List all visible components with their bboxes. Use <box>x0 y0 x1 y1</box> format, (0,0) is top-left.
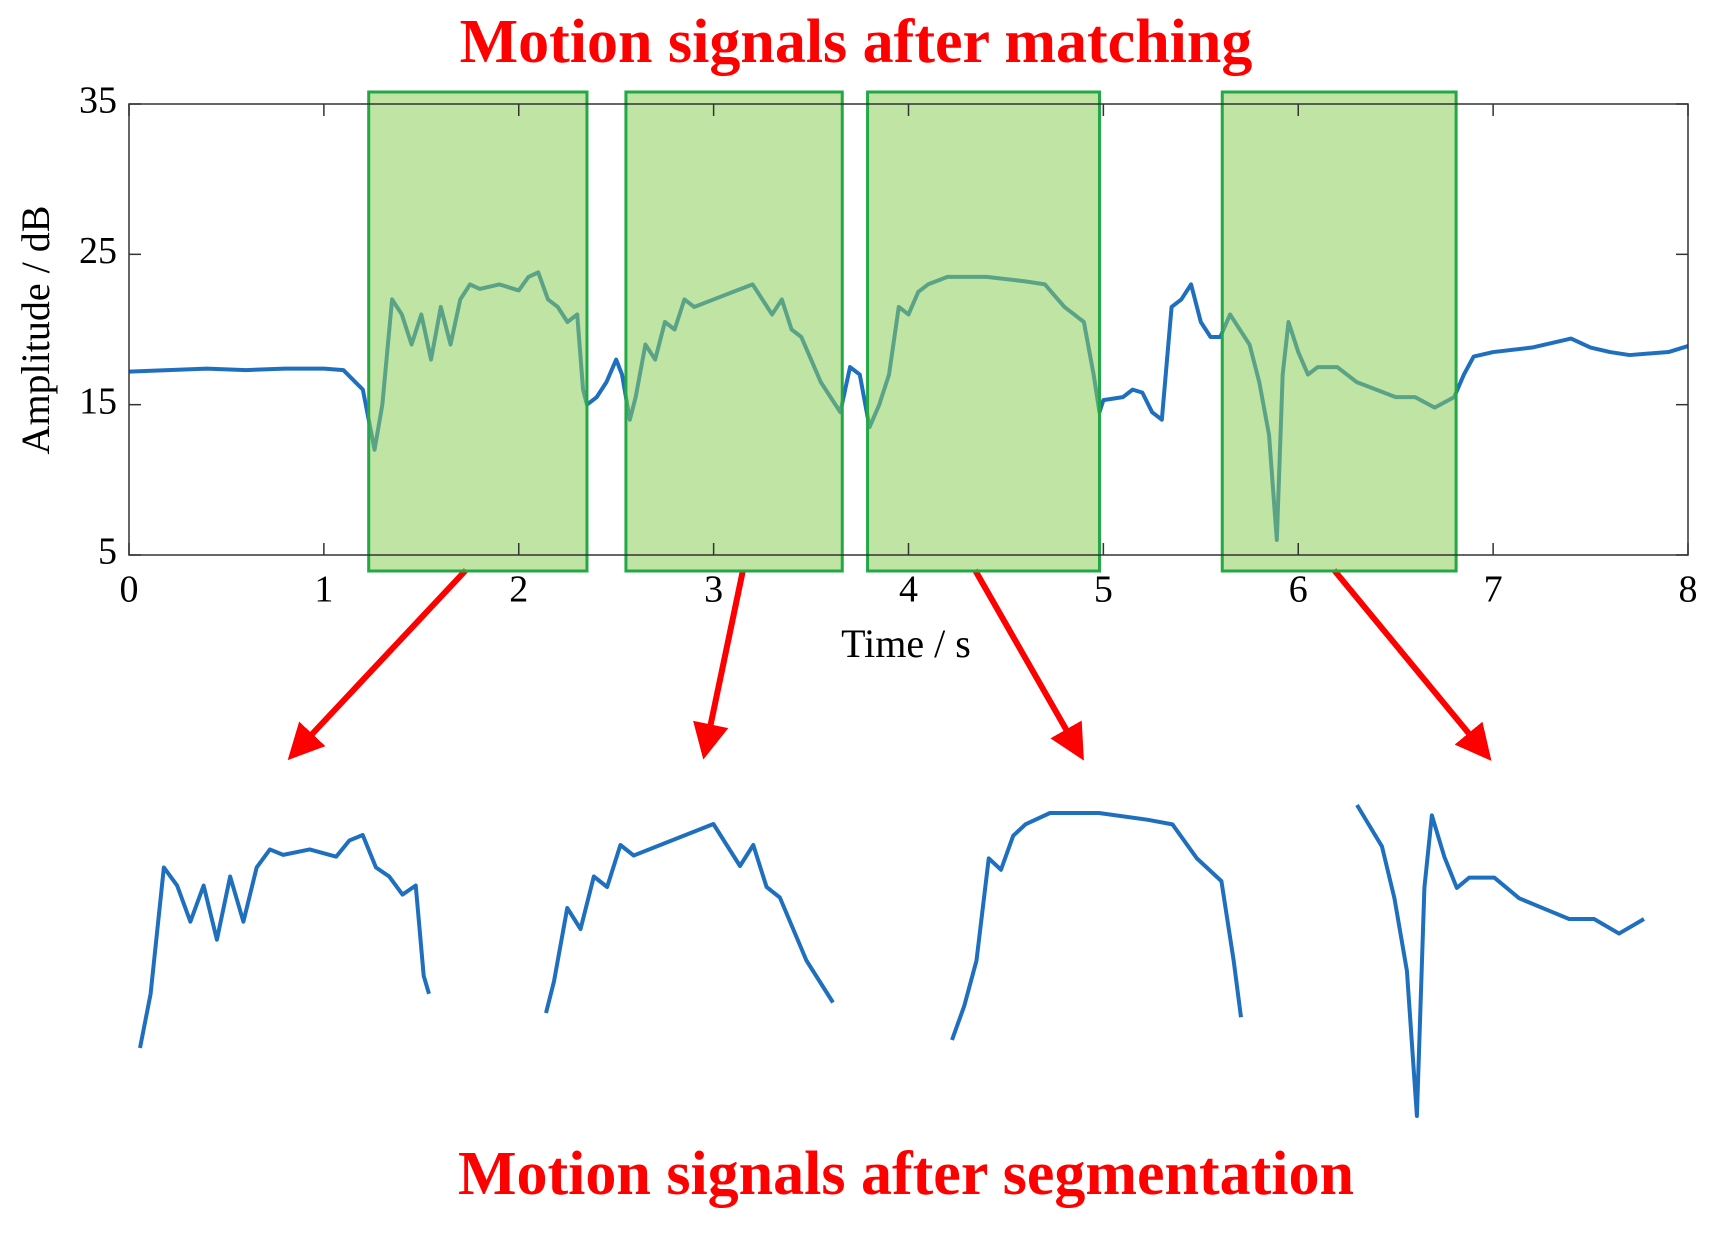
x-tick-label: 6 <box>1289 569 1308 611</box>
x-tick-label: 4 <box>899 569 918 611</box>
y-tick-label: 35 <box>79 80 117 122</box>
x-tick-label: 7 <box>1484 569 1503 611</box>
arrow <box>287 567 469 761</box>
segment-line <box>950 811 1243 1041</box>
y-tick-label: 5 <box>98 531 117 573</box>
segment-line <box>1355 803 1646 1118</box>
x-tick-label: 8 <box>1679 569 1698 611</box>
x-tick-label: 2 <box>509 569 528 611</box>
segment-line <box>544 822 835 1014</box>
caption: Motion signals after segmentation <box>458 1140 1354 1208</box>
x-axis-label: Time / s <box>841 621 971 666</box>
x-tick-label: 0 <box>120 569 139 611</box>
highlight-span <box>1220 90 1458 573</box>
highlight-span <box>367 90 589 573</box>
y-tick-label: 25 <box>79 230 117 272</box>
x-tick-label: 3 <box>704 569 723 611</box>
x-tick-label: 5 <box>1094 569 1113 611</box>
segment-line <box>138 833 431 1049</box>
highlight-span <box>866 90 1101 573</box>
arrow <box>972 568 1084 761</box>
y-tick-label: 15 <box>79 380 117 422</box>
arrow <box>1331 568 1492 761</box>
arrow <box>693 569 746 760</box>
highlight-span <box>624 90 844 573</box>
chart-title: Motion signals after matching <box>460 8 1253 76</box>
arrows <box>287 567 1492 761</box>
y-axis-label: Amplitude / dB <box>13 206 58 455</box>
x-tick-label: 1 <box>314 569 333 611</box>
